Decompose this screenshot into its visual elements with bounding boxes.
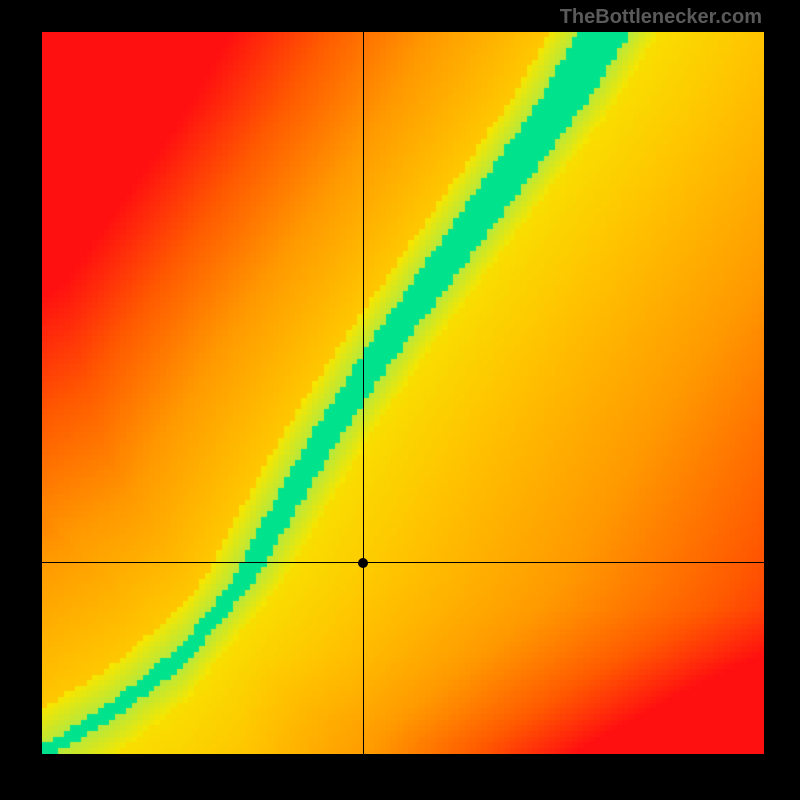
heatmap-canvas (42, 32, 764, 754)
watermark-text: TheBottlenecker.com (560, 6, 762, 29)
crosshair-horizontal (42, 562, 764, 563)
heatmap-plot (42, 32, 764, 754)
crosshair-vertical (363, 32, 364, 754)
crosshair-marker[interactable] (358, 558, 368, 568)
